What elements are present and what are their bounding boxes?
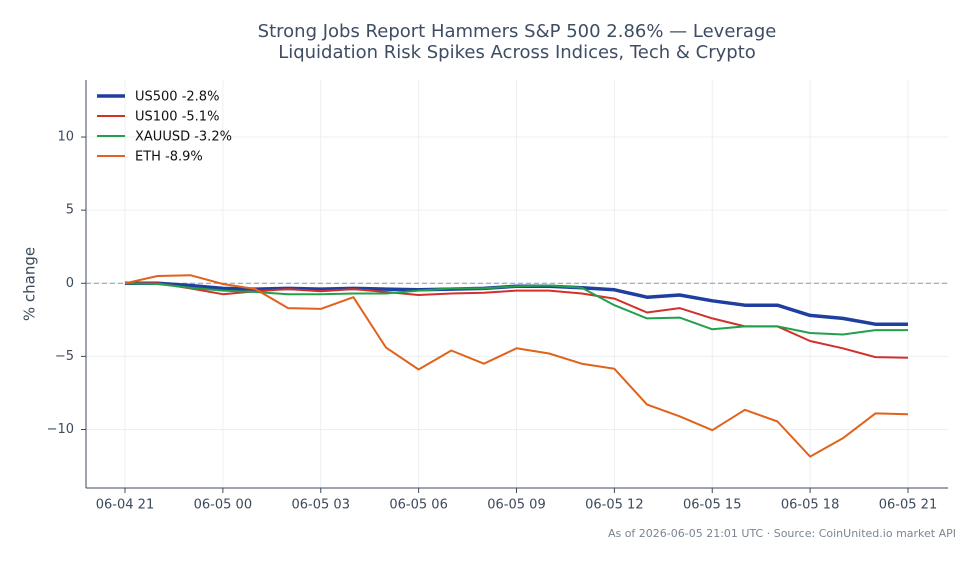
y-axis-label: % change: [21, 247, 39, 321]
legend-label: XAUUSD -3.2%: [135, 130, 232, 145]
y-tick-label: 5: [66, 203, 74, 218]
x-tick-label: 06-05 03: [292, 498, 350, 513]
y-tick-label: 10: [57, 130, 74, 145]
chart-title: Liquidation Risk Spikes Across Indices, …: [278, 42, 756, 63]
x-tick-label: 06-05 06: [389, 498, 447, 513]
x-tick-label: 06-05 18: [781, 498, 839, 513]
legend-label: ETH -8.9%: [135, 150, 203, 165]
y-tick-label: −5: [55, 349, 74, 364]
series-line: [124, 282, 908, 336]
y-tick-label: −10: [47, 422, 74, 437]
x-tick-label: 06-04 21: [96, 498, 154, 513]
footnote: As of 2026-06-05 21:01 UTC · Source: Coi…: [608, 527, 956, 540]
series-line: [124, 274, 909, 458]
legend-label: US500 -2.8%: [135, 90, 219, 105]
x-tick-label: 06-05 21: [879, 498, 937, 513]
y-tick-label: 0: [66, 276, 74, 291]
x-tick-label: 06-05 12: [585, 498, 643, 513]
x-tick-label: 06-05 00: [194, 498, 252, 513]
x-tick-label: 06-05 15: [683, 498, 741, 513]
x-tick-label: 06-05 09: [487, 498, 545, 513]
legend-label: US100 -5.1%: [135, 110, 219, 125]
chart-title: Strong Jobs Report Hammers S&P 500 2.86%…: [258, 21, 777, 42]
